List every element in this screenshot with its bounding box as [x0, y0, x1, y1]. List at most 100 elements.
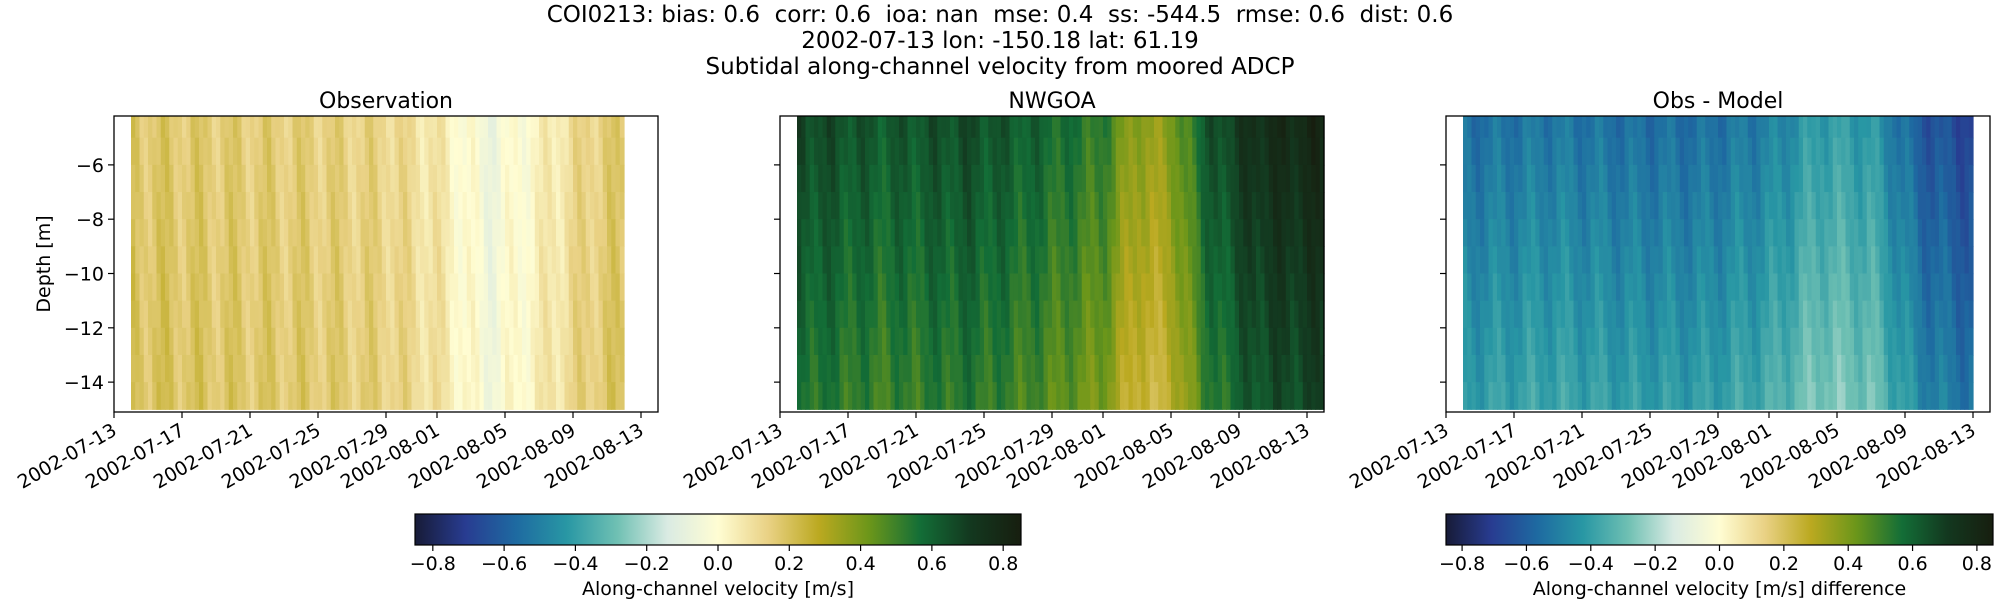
heatmap-cell	[1624, 116, 1630, 139]
heatmap-cell	[1722, 219, 1728, 247]
heatmap-cell	[1590, 116, 1596, 139]
heatmap-cell	[1798, 273, 1804, 302]
heatmap-cell	[479, 354, 485, 383]
heatmap-cell	[547, 219, 553, 247]
heatmap-cell	[207, 219, 213, 247]
heatmap-cell	[1688, 354, 1694, 383]
heatmap-cell	[390, 137, 396, 166]
heatmap-cell	[1158, 164, 1164, 193]
heatmap-cell	[1892, 354, 1898, 383]
heatmap-cell	[1633, 382, 1638, 410]
heatmap-cell	[352, 354, 357, 383]
heatmap-cell	[1311, 382, 1317, 410]
heatmap-cell	[1256, 327, 1261, 356]
heatmap-cell	[156, 137, 162, 166]
heatmap-cell	[1171, 116, 1176, 139]
heatmap-cell	[568, 192, 574, 220]
heatmap-cell	[1226, 273, 1232, 302]
heatmap-cell	[1777, 300, 1783, 329]
heatmap-cell	[454, 327, 459, 356]
heatmap-cell	[1290, 116, 1295, 139]
heatmap-cell	[1752, 246, 1757, 275]
heatmap-cell	[831, 382, 836, 410]
heatmap-cell	[984, 327, 989, 356]
heatmap-cell	[347, 327, 353, 356]
heatmap-cell	[522, 116, 527, 139]
heatmap-cell	[220, 137, 226, 166]
heatmap-cell	[886, 382, 892, 410]
heatmap-cell	[1922, 273, 1927, 302]
heatmap-cell	[526, 382, 532, 410]
heatmap-cell	[941, 137, 947, 166]
heatmap-cell	[1633, 273, 1638, 302]
heatmap-cell	[254, 192, 260, 220]
heatmap-cell	[1786, 327, 1791, 356]
heatmap-cell	[975, 327, 981, 356]
heatmap-cell	[1475, 192, 1481, 220]
heatmap-cell	[1760, 354, 1766, 383]
heatmap-cell	[1854, 382, 1859, 410]
heatmap-cell	[1824, 219, 1830, 247]
heatmap-cell	[177, 382, 183, 410]
heatmap-cell	[169, 192, 175, 220]
heatmap-cell	[1475, 246, 1481, 275]
heatmap-cell	[988, 246, 994, 275]
heatmap-cell	[1090, 116, 1096, 139]
heatmap-cell	[1909, 137, 1915, 166]
heatmap-cell	[1543, 273, 1549, 302]
heatmap-cell	[1964, 192, 1970, 220]
heatmap-cell	[360, 164, 366, 193]
colorbar-tick-label: 0.0	[703, 553, 733, 575]
heatmap-cell	[848, 300, 853, 329]
heatmap-cell	[1956, 300, 1961, 329]
heatmap-cell	[1103, 164, 1108, 193]
heatmap-cell	[890, 137, 896, 166]
heatmap-cell	[1480, 273, 1485, 302]
heatmap-cell	[437, 382, 442, 410]
heatmap-cell	[1492, 137, 1498, 166]
heatmap-cell	[1471, 327, 1477, 356]
heatmap-cell	[822, 164, 828, 193]
heatmap-cell	[805, 219, 811, 247]
heatmap-cell	[496, 327, 502, 356]
heatmap-cell	[1726, 382, 1732, 410]
heatmap-cell	[1739, 116, 1745, 139]
heatmap-cell	[500, 116, 506, 139]
heatmap-cell	[1603, 273, 1609, 302]
heatmap-cell	[611, 382, 617, 410]
heatmap-cell	[216, 382, 221, 410]
heatmap-cell	[199, 164, 204, 193]
heatmap-cell	[466, 164, 472, 193]
heatmap-cell	[143, 327, 149, 356]
heatmap-cell	[1594, 246, 1600, 275]
heatmap-cell	[1251, 137, 1257, 166]
heatmap-cell	[267, 164, 272, 193]
heatmap-cell	[411, 246, 417, 275]
heatmap-cell	[309, 382, 315, 410]
heatmap-cell	[301, 354, 306, 383]
heatmap-cell	[305, 137, 311, 166]
heatmap-cell	[449, 137, 455, 166]
heatmap-cell	[1960, 354, 1966, 383]
heatmap-cell	[1747, 246, 1753, 275]
heatmap-cell	[1052, 116, 1057, 139]
heatmap-cell	[1854, 137, 1859, 166]
heatmap-cell	[954, 116, 960, 139]
heatmap-cell	[339, 246, 345, 275]
heatmap-cell	[539, 327, 544, 356]
heatmap-cell	[1951, 246, 1957, 275]
heatmap-cell	[1552, 137, 1558, 166]
heatmap-cell	[475, 327, 481, 356]
heatmap-cell	[233, 246, 238, 275]
heatmap-cell	[1273, 300, 1278, 329]
heatmap-cell	[1573, 273, 1579, 302]
heatmap-cell	[496, 116, 502, 139]
heatmap-cell	[258, 354, 264, 383]
heatmap-cell	[186, 246, 192, 275]
heatmap-cell	[449, 164, 455, 193]
heatmap-cell	[1005, 246, 1011, 275]
heatmap-cell	[1501, 116, 1507, 139]
heatmap-cell	[1633, 246, 1638, 275]
heatmap-cell	[241, 354, 247, 383]
heatmap-cell	[1845, 273, 1851, 302]
